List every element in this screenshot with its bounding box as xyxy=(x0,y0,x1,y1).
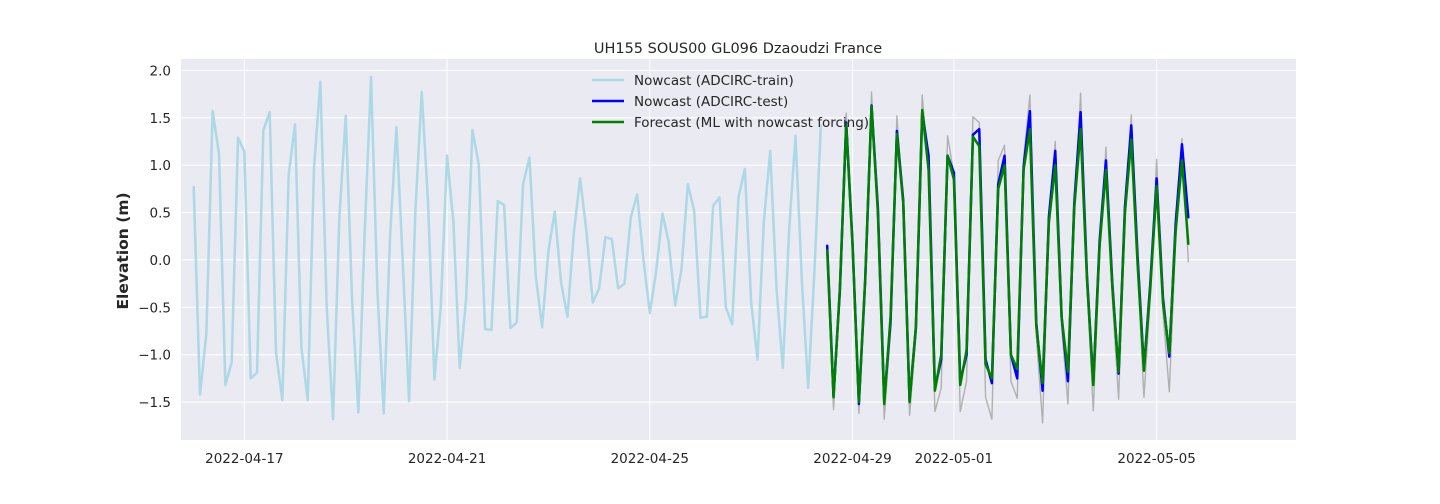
series-nowcast-train-line xyxy=(192,75,823,421)
x-tick-label: 2022-04-25 xyxy=(611,451,689,467)
y-axis-ticks: 2.0 1.5 1.0 0.5 0.0 −0.5 −1.0 −1.5 xyxy=(138,63,171,411)
x-axis-ticks: 2022-04-17 2022-04-21 2022-04-25 2022-04-29… xyxy=(205,451,1196,467)
legend-item-nowcast-test: Nowcast (ADCIRC-test) xyxy=(592,94,788,110)
chart-title: UH155 SOUS00 GL096 Dzaoudzi France xyxy=(594,41,882,57)
series-forecast-line xyxy=(825,105,1190,406)
legend: Nowcast (ADCIRC-train) Nowcast (ADCIRC-te… xyxy=(592,73,869,131)
x-tick-label: 2022-04-21 xyxy=(408,451,486,467)
legend-label: Nowcast (ADCIRC-test) xyxy=(634,94,788,110)
series-layer xyxy=(192,75,1190,424)
legend-label: Forecast (ML with nowcast forcing) xyxy=(634,115,869,131)
y-tick-label: −1.5 xyxy=(138,395,171,411)
y-tick-label: 0.5 xyxy=(150,206,171,222)
y-tick-label: 0.0 xyxy=(150,253,171,269)
y-tick-label: −1.0 xyxy=(138,348,171,364)
y-tick-label: 2.0 xyxy=(150,63,171,79)
x-tick-label: 2022-04-17 xyxy=(205,451,283,467)
legend-item-nowcast-train: Nowcast (ADCIRC-train) xyxy=(592,73,794,89)
y-tick-label: −0.5 xyxy=(138,300,171,316)
x-tick-label: 2022-05-01 xyxy=(915,451,993,467)
y-tick-label: 1.0 xyxy=(150,158,171,174)
y-axis-label: Elevation (m) xyxy=(114,192,132,309)
legend-label: Nowcast (ADCIRC-train) xyxy=(634,73,794,89)
legend-item-forecast: Forecast (ML with nowcast forcing) xyxy=(592,115,869,131)
x-tick-label: 2022-04-29 xyxy=(813,451,891,467)
x-tick-label: 2022-05-05 xyxy=(1117,451,1195,467)
y-tick-label: 1.5 xyxy=(150,111,171,127)
